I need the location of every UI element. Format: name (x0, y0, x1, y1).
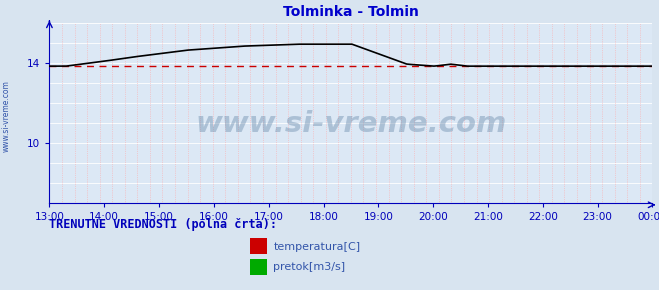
Title: Tolminka - Tolmin: Tolminka - Tolmin (283, 5, 419, 19)
Text: pretok[m3/s]: pretok[m3/s] (273, 262, 345, 272)
Text: temperatura[C]: temperatura[C] (273, 242, 360, 251)
Text: www.si-vreme.com: www.si-vreme.com (2, 80, 11, 152)
Text: www.si-vreme.com: www.si-vreme.com (195, 110, 507, 138)
Text: TRENUTNE VREDNOSTI (polna črta):: TRENUTNE VREDNOSTI (polna črta): (49, 218, 277, 231)
